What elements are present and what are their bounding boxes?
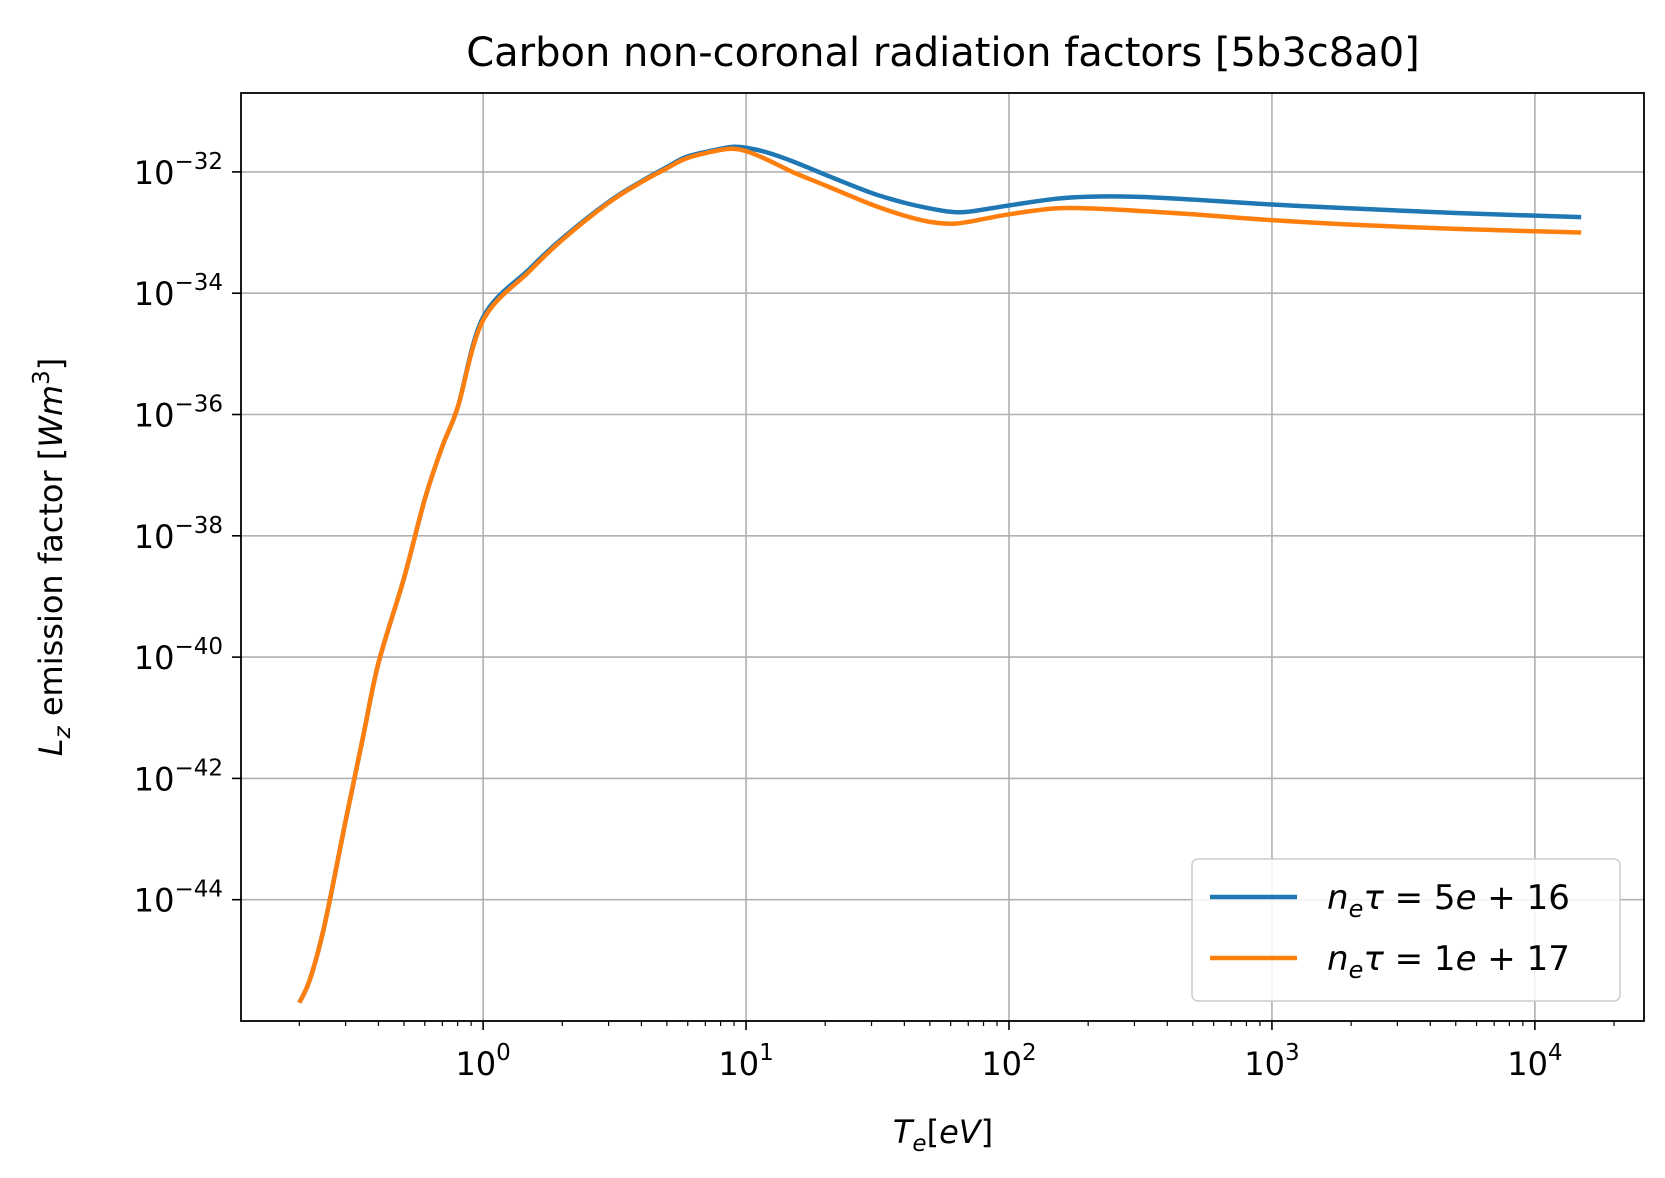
- x-tick-label: 104: [1507, 1040, 1562, 1083]
- data-lines: [297, 144, 1582, 1004]
- x-axis-label: Te[eV]: [893, 1113, 993, 1157]
- minor-ticks: [298, 1021, 1615, 1026]
- legend: neτ = 5e + 16 neτ = 1e + 17: [1191, 858, 1621, 1002]
- series-line-2: [297, 146, 1582, 1004]
- legend-box: [1191, 858, 1621, 1002]
- x-axis-ticks: 100 101 102 103 104: [455, 1021, 1563, 1083]
- legend-label-series-1: neτ = 5e + 16: [1327, 878, 1570, 923]
- y-axis-ticks: 10−32 10−34 10−36 10−38 10−40 10−42 10−44: [134, 149, 241, 920]
- chart-title: Carbon non-coronal radiation factors [5b…: [466, 30, 1420, 76]
- x-tick-label: 100: [455, 1040, 510, 1083]
- x-tick-label: 101: [718, 1040, 773, 1083]
- y-tick-label: 10−32: [134, 149, 223, 192]
- y-tick-label: 10−40: [134, 634, 223, 677]
- y-tick-label: 10−44: [134, 877, 223, 920]
- grid: [241, 93, 1644, 1021]
- y-axis-label: Lz emission factor [Wm3]: [29, 358, 76, 756]
- legend-label-series-2: neτ = 1e + 17: [1327, 939, 1570, 984]
- x-tick-label: 103: [1244, 1040, 1299, 1083]
- plot-frame: [240, 92, 1645, 1022]
- y-tick-label: 10−34: [134, 270, 223, 313]
- y-tick-label: 10−36: [134, 392, 223, 435]
- y-tick-label: 10−42: [134, 755, 223, 798]
- y-tick-label: 10−38: [134, 513, 223, 556]
- x-tick-label: 102: [981, 1040, 1036, 1083]
